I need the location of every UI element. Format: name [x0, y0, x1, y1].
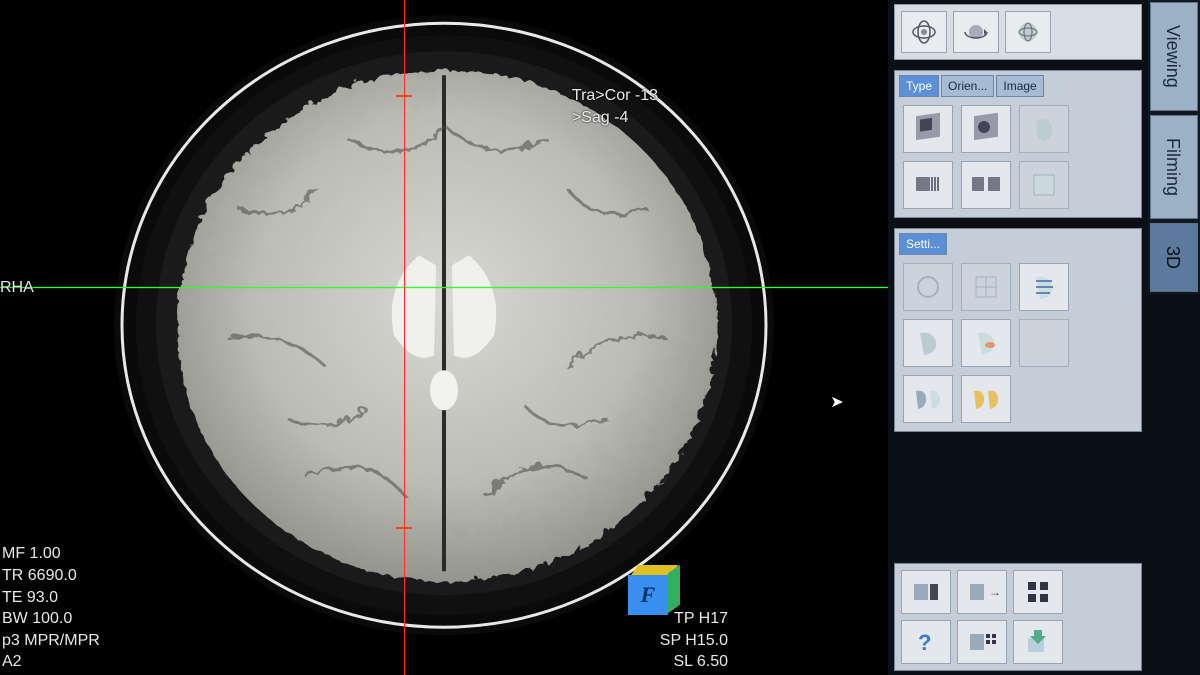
- set-profile-dot[interactable]: [961, 319, 1011, 367]
- set-profile[interactable]: [903, 319, 953, 367]
- vtab-viewing[interactable]: Viewing: [1150, 2, 1198, 111]
- bottom-tool-grid: → ?: [894, 563, 1142, 671]
- bt-help[interactable]: ?: [901, 620, 951, 664]
- scan-params-right: TP H17 SP H15.0 SL 6.50: [660, 608, 728, 673]
- type-blank[interactable]: [1019, 161, 1069, 209]
- scan-params-left: MF 1.00 TR 6690.0 TE 93.0 BW 100.0 p3 MP…: [2, 543, 100, 673]
- svg-text:→: →: [989, 585, 1000, 599]
- set-circle[interactable]: [903, 263, 953, 311]
- sphere-icon[interactable]: [1005, 11, 1051, 53]
- bt-layout3[interactable]: [957, 620, 1007, 664]
- scan-viewport[interactable]: RHA Tra>Cor -13 >Sag -4 MF 1.00 TR 6690.…: [0, 0, 888, 675]
- mouse-cursor-icon: ➤: [830, 392, 843, 412]
- set-profile-lines[interactable]: [1019, 263, 1069, 311]
- type-stack-1[interactable]: [903, 161, 953, 209]
- set-twohead-fill[interactable]: [961, 375, 1011, 423]
- rotate-3d-icon[interactable]: [901, 11, 947, 53]
- tool-side-panel: Type Orien... Image Setti...: [888, 0, 1148, 675]
- brain-scan-image: [84, 5, 804, 645]
- set-twohead[interactable]: [903, 375, 953, 423]
- tab-type[interactable]: Type: [899, 75, 939, 97]
- type-panel: Type Orien... Image: [894, 70, 1142, 218]
- vtab-3d[interactable]: 3D: [1150, 223, 1198, 292]
- tab-settings[interactable]: Setti...: [899, 233, 947, 255]
- type-scan-1[interactable]: [903, 105, 953, 153]
- tab-image[interactable]: Image: [996, 75, 1043, 97]
- tab-orientation[interactable]: Orien...: [941, 75, 994, 97]
- orientation-cube[interactable]: F: [628, 565, 678, 615]
- type-head[interactable]: [1019, 105, 1069, 153]
- vtab-filming[interactable]: Filming: [1150, 115, 1198, 219]
- bt-export[interactable]: [1013, 620, 1063, 664]
- crosshair-vertical[interactable]: [404, 0, 405, 675]
- set-blank-1[interactable]: [1019, 319, 1069, 367]
- rotate-tool-row: [894, 4, 1142, 60]
- orbit-icon[interactable]: [953, 11, 999, 53]
- set-grid[interactable]: [961, 263, 1011, 311]
- settings-panel: Setti...: [894, 228, 1142, 432]
- type-stack-2[interactable]: [961, 161, 1011, 209]
- orientation-label-left: RHA: [0, 277, 34, 299]
- crosshair-horizontal[interactable]: [0, 287, 888, 288]
- bt-grid4[interactable]: [1013, 570, 1063, 614]
- vertical-tab-strip: Viewing Filming 3D: [1148, 0, 1200, 675]
- svg-text:?: ?: [918, 630, 931, 655]
- bt-layout2[interactable]: →: [957, 570, 1007, 614]
- type-scan-2[interactable]: [961, 105, 1011, 153]
- bt-layout1[interactable]: [901, 570, 951, 614]
- slice-orientation-readout: Tra>Cor -13 >Sag -4: [572, 85, 658, 128]
